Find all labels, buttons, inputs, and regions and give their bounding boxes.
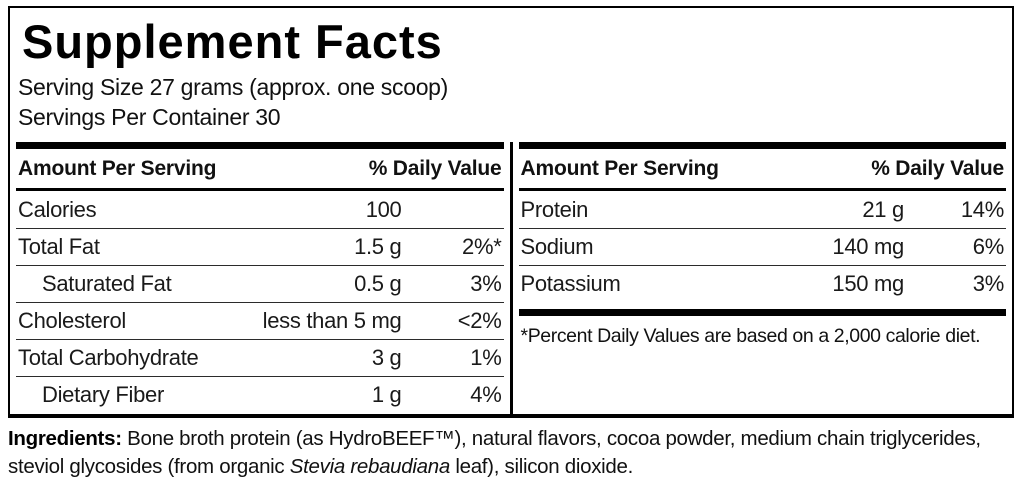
nutrient-dv: 2%* xyxy=(462,234,502,260)
table-row-saturated-fat: Saturated Fat 0.5 g 3% xyxy=(16,265,504,302)
column-header: Amount Per Serving % Daily Value xyxy=(16,149,504,188)
serving-info: Serving Size 27 grams (approx. one scoop… xyxy=(10,67,1012,142)
supplement-facts-panel: Supplement Facts Serving Size 27 grams (… xyxy=(8,6,1014,418)
nutrient-dv: 3% xyxy=(972,271,1005,297)
header-amount-per-serving: Amount Per Serving xyxy=(18,156,217,180)
thick-rule xyxy=(16,141,504,149)
ingredients-line2a: steviol glycosides (from organic xyxy=(8,455,290,479)
servings-per-container: Servings Per Container 30 xyxy=(18,104,281,131)
ingredients-line1: Bone broth protein (as HydroBEEF™), natu… xyxy=(121,427,981,450)
table-row-total-fat: Total Fat 1.5 g 2%* xyxy=(16,228,504,265)
nutrient-name: Dietary Fiber xyxy=(42,382,165,408)
nutrient-dv: 6% xyxy=(972,234,1005,260)
header-daily-value: % Daily Value xyxy=(871,156,1004,180)
nutrient-amount: less than 5 mg xyxy=(262,308,402,334)
table-row-potassium: Potassium 150 mg 3% xyxy=(518,265,1006,302)
nutrient-amount: 1 g xyxy=(371,382,402,408)
nutrient-dv: <2% xyxy=(457,308,502,334)
nutrient-amount: 140 mg xyxy=(832,234,904,260)
nutrient-amount: 3 g xyxy=(371,345,402,371)
nutrient-name: Saturated Fat xyxy=(42,271,172,297)
ingredients-line2b: leaf), silicon dioxide. xyxy=(449,455,634,479)
ingredients-text: Ingredients: Bone broth protein (as Hydr… xyxy=(8,425,1016,482)
header-rule xyxy=(518,187,1006,192)
table-row-cholesterol: Cholesterol less than 5 mg <2% xyxy=(16,302,504,339)
ingredients-species-italic: Stevia rebaudiana xyxy=(289,455,450,479)
nutrient-amount: 100 xyxy=(365,196,402,222)
footnote-rule xyxy=(518,309,1006,317)
nutrient-name: Calories xyxy=(18,196,97,222)
nutrient-amount: 21 g xyxy=(862,196,904,222)
nutrient-name: Sodium xyxy=(520,234,594,260)
daily-value-footnote: *Percent Daily Values are based on a 2,0… xyxy=(520,325,981,348)
thick-rule xyxy=(518,141,1006,149)
nutrient-dv: 3% xyxy=(470,271,502,297)
nutrient-amount: 1.5 g xyxy=(354,234,402,260)
nutrient-dv: 14% xyxy=(960,196,1004,222)
ingredients-label: Ingredients: xyxy=(8,427,122,450)
header-daily-value: % Daily Value xyxy=(368,156,502,180)
table-row-sodium: Sodium 140 mg 6% xyxy=(518,228,1006,265)
table-row-dietary-fiber: Dietary Fiber 1 g 4% xyxy=(16,376,504,413)
panel-title: Supplement Facts xyxy=(22,15,443,68)
table-row-calories: Calories 100 xyxy=(16,191,504,228)
nutrient-name: Potassium xyxy=(520,271,621,297)
header-amount-per-serving: Amount Per Serving xyxy=(520,156,719,180)
table-row-total-carbohydrate: Total Carbohydrate 3 g 1% xyxy=(16,339,504,376)
nutrient-dv: 4% xyxy=(470,382,502,408)
table-row-protein: Protein 21 g 14% xyxy=(519,191,1007,228)
column-header: Amount Per Serving % Daily Value xyxy=(519,149,1007,188)
facts-column-right: Amount Per Serving % Daily Value Protein… xyxy=(509,141,1013,414)
nutrient-dv: 1% xyxy=(470,345,502,371)
nutrient-name: Total Fat xyxy=(18,234,100,260)
facts-column-left: Amount Per Serving % Daily Value Calorie… xyxy=(10,141,510,414)
nutrient-amount: 0.5 g xyxy=(354,271,402,297)
nutrient-name: Total Carbohydrate xyxy=(18,345,199,371)
nutrient-amount: 150 mg xyxy=(832,271,904,297)
nutrient-name: Protein xyxy=(520,196,589,222)
serving-size: Serving Size 27 grams (approx. one scoop… xyxy=(18,74,449,100)
facts-table: Amount Per Serving % Daily Value Calorie… xyxy=(10,141,1013,414)
nutrient-name: Cholesterol xyxy=(18,308,126,334)
header-rule xyxy=(16,187,504,192)
